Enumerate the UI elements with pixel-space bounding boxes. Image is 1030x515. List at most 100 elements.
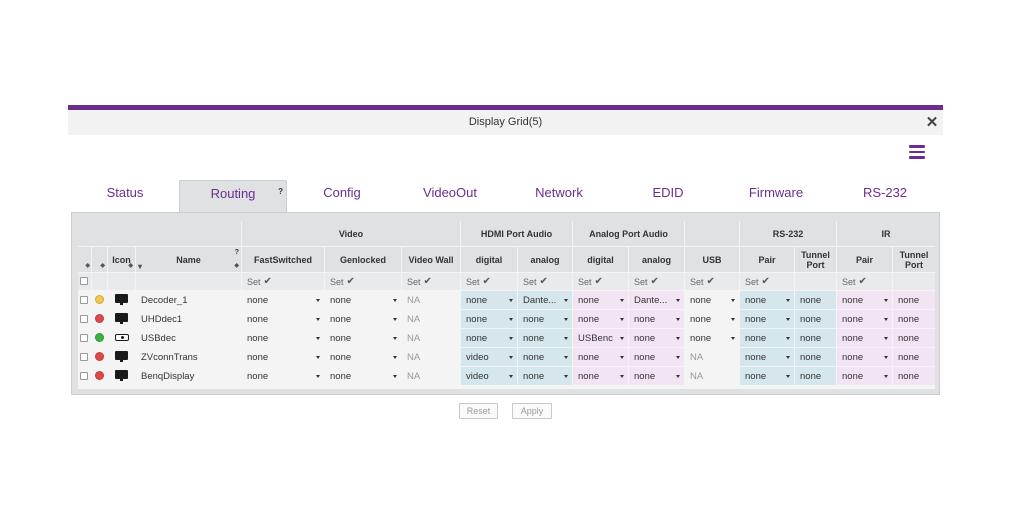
column-header-analog-digital[interactable]: digital bbox=[573, 247, 628, 272]
dropdown-analog-digital[interactable]: none bbox=[573, 310, 628, 328]
column-header-hdmi-digital[interactable]: digital bbox=[461, 247, 517, 272]
hamburger-menu-icon[interactable] bbox=[909, 145, 925, 159]
dropdown-analog-digital[interactable]: none bbox=[573, 367, 628, 385]
row-checkbox[interactable] bbox=[80, 334, 88, 342]
column-header-usb[interactable]: USB bbox=[685, 247, 739, 272]
dropdown-analog-analog[interactable]: none bbox=[629, 310, 684, 328]
select-all-checkbox[interactable] bbox=[80, 277, 88, 285]
dropdown-hdmi-analog[interactable]: none bbox=[518, 348, 572, 366]
dropdown-fastswitched[interactable]: none bbox=[242, 310, 324, 328]
dropdown-rs232-pair[interactable]: none bbox=[740, 310, 794, 328]
column-header-hdmi-analog[interactable]: analog bbox=[518, 247, 572, 272]
dropdown-genlocked[interactable]: none bbox=[325, 291, 401, 309]
help-icon[interactable]: ? bbox=[234, 249, 239, 256]
row-checkbox[interactable] bbox=[80, 315, 88, 323]
help-icon[interactable]: ? bbox=[278, 187, 283, 196]
row-checkbox[interactable] bbox=[80, 353, 88, 361]
column-header-name[interactable]: Name? ◆ ▾ bbox=[136, 247, 241, 272]
dropdown-hdmi-analog[interactable]: Dante... bbox=[518, 291, 572, 309]
column-header-analog-analog[interactable]: analog bbox=[629, 247, 684, 272]
dropdown-usb[interactable]: none bbox=[685, 291, 739, 309]
dropdown-analog-digital[interactable]: USBenc bbox=[573, 329, 628, 347]
row-checkbox[interactable] bbox=[80, 372, 88, 380]
column-header-genlocked[interactable]: Genlocked bbox=[325, 247, 401, 272]
dropdown-rs232-pair[interactable]: none bbox=[740, 329, 794, 347]
tab-routing[interactable]: Routing? bbox=[179, 180, 287, 213]
dropdown-ir-pair[interactable]: none bbox=[837, 291, 892, 309]
apply-button[interactable]: Apply bbox=[512, 403, 552, 419]
dropdown-hdmi-digital[interactable]: none bbox=[461, 291, 517, 309]
dropdown-analog-analog[interactable]: none bbox=[629, 329, 684, 347]
dropdown-usb[interactable]: none bbox=[685, 329, 739, 347]
chevron-down-icon bbox=[786, 356, 790, 359]
dropdown-fastswitched[interactable]: none bbox=[242, 348, 324, 366]
dropdown-ir-pair[interactable]: none bbox=[837, 310, 892, 328]
column-header-fastswitched[interactable]: FastSwitched bbox=[242, 247, 324, 272]
dropdown-hdmi-analog[interactable]: none bbox=[518, 310, 572, 328]
dropdown-rs232-pair[interactable]: none bbox=[740, 367, 794, 385]
dropdown-hdmi-digital[interactable]: video bbox=[461, 367, 517, 385]
status-indicator bbox=[95, 295, 104, 304]
tab-config[interactable]: Config bbox=[323, 185, 361, 200]
dropdown-hdmi-digital[interactable]: none bbox=[461, 329, 517, 347]
dropdown-analog-analog[interactable]: none bbox=[629, 367, 684, 385]
sort-icon[interactable]: ◆ bbox=[100, 263, 105, 269]
tab-rs-232[interactable]: RS-232 bbox=[862, 185, 908, 200]
dropdown-usb[interactable]: none bbox=[685, 310, 739, 328]
cell-value: none bbox=[247, 370, 269, 382]
dropdown-fastswitched[interactable]: none bbox=[242, 367, 324, 385]
dropdown-analog-analog[interactable]: none bbox=[629, 348, 684, 366]
tab-edid[interactable]: EDID bbox=[652, 185, 684, 200]
cell-cb bbox=[78, 329, 91, 347]
column-header-icon[interactable]: Icon ◆ bbox=[108, 247, 135, 272]
set-button-analog-analog[interactable]: Set ✔ bbox=[629, 273, 659, 290]
dropdown-analog-analog[interactable]: Dante... bbox=[629, 291, 684, 309]
reset-button[interactable]: Reset bbox=[459, 403, 498, 419]
set-button-hdmi-digital[interactable]: Set ✔ bbox=[461, 273, 491, 290]
set-button-analog-digital[interactable]: Set ✔ bbox=[573, 273, 603, 290]
dropdown-hdmi-analog[interactable]: none bbox=[518, 329, 572, 347]
sort-icon[interactable]: ◆ bbox=[128, 263, 133, 269]
set-button-videowall[interactable]: Set ✔ bbox=[402, 273, 432, 290]
dropdown-ir-pair[interactable]: none bbox=[837, 367, 892, 385]
set-button-genlocked[interactable]: Set ✔ bbox=[325, 273, 355, 290]
set-button-hdmi-analog[interactable]: Set ✔ bbox=[518, 273, 548, 290]
dropdown-ir-pair[interactable]: none bbox=[837, 348, 892, 366]
cell-value: none bbox=[690, 294, 712, 306]
tab-videoout[interactable]: VideoOut bbox=[423, 185, 477, 200]
dialog-accent-bar bbox=[68, 105, 943, 110]
column-header-rs232-tunnel[interactable]: Tunnel Port bbox=[795, 247, 836, 272]
dropdown-hdmi-digital[interactable]: video bbox=[461, 348, 517, 366]
sort-icon[interactable]: ◆ bbox=[85, 263, 90, 269]
close-icon[interactable]: ✕ bbox=[925, 114, 939, 131]
dropdown-rs232-pair[interactable]: none bbox=[740, 291, 794, 309]
dropdown-ir-pair[interactable]: none bbox=[837, 329, 892, 347]
dropdown-genlocked[interactable]: none bbox=[325, 310, 401, 328]
row-checkbox[interactable] bbox=[80, 296, 88, 304]
filter-icon[interactable]: ▾ bbox=[138, 262, 143, 271]
column-header-rs232-pair[interactable]: Pair bbox=[740, 247, 794, 272]
dropdown-analog-digital[interactable]: none bbox=[573, 291, 628, 309]
dropdown-fastswitched[interactable]: none bbox=[242, 329, 324, 347]
set-button-fastswitched[interactable]: Set ✔ bbox=[242, 273, 272, 290]
dropdown-genlocked[interactable]: none bbox=[325, 329, 401, 347]
dropdown-rs232-pair[interactable]: none bbox=[740, 348, 794, 366]
dropdown-hdmi-analog[interactable]: none bbox=[518, 367, 572, 385]
column-header-videowall[interactable]: Video Wall bbox=[402, 247, 460, 272]
column-header-ir-pair[interactable]: Pair bbox=[837, 247, 892, 272]
set-button-usb[interactable]: Set ✔ bbox=[685, 273, 715, 290]
column-header-ir-tunnel[interactable]: Tunnel Port bbox=[893, 247, 935, 272]
dropdown-fastswitched[interactable]: none bbox=[242, 291, 324, 309]
sort-icon[interactable]: ◆ bbox=[234, 263, 239, 269]
column-header-status: ◆ bbox=[92, 247, 107, 272]
dropdown-analog-digital[interactable]: none bbox=[573, 348, 628, 366]
dropdown-hdmi-digital[interactable]: none bbox=[461, 310, 517, 328]
tab-network[interactable]: Network bbox=[535, 185, 583, 200]
cell-value: NA bbox=[407, 294, 421, 306]
dropdown-genlocked[interactable]: none bbox=[325, 348, 401, 366]
set-button-ir-pair[interactable]: Set ✔ bbox=[837, 273, 867, 290]
dropdown-genlocked[interactable]: none bbox=[325, 367, 401, 385]
tab-status[interactable]: Status bbox=[106, 185, 144, 200]
tab-firmware[interactable]: Firmware bbox=[748, 185, 804, 200]
set-button-rs232-pair[interactable]: Set ✔ bbox=[740, 273, 770, 290]
